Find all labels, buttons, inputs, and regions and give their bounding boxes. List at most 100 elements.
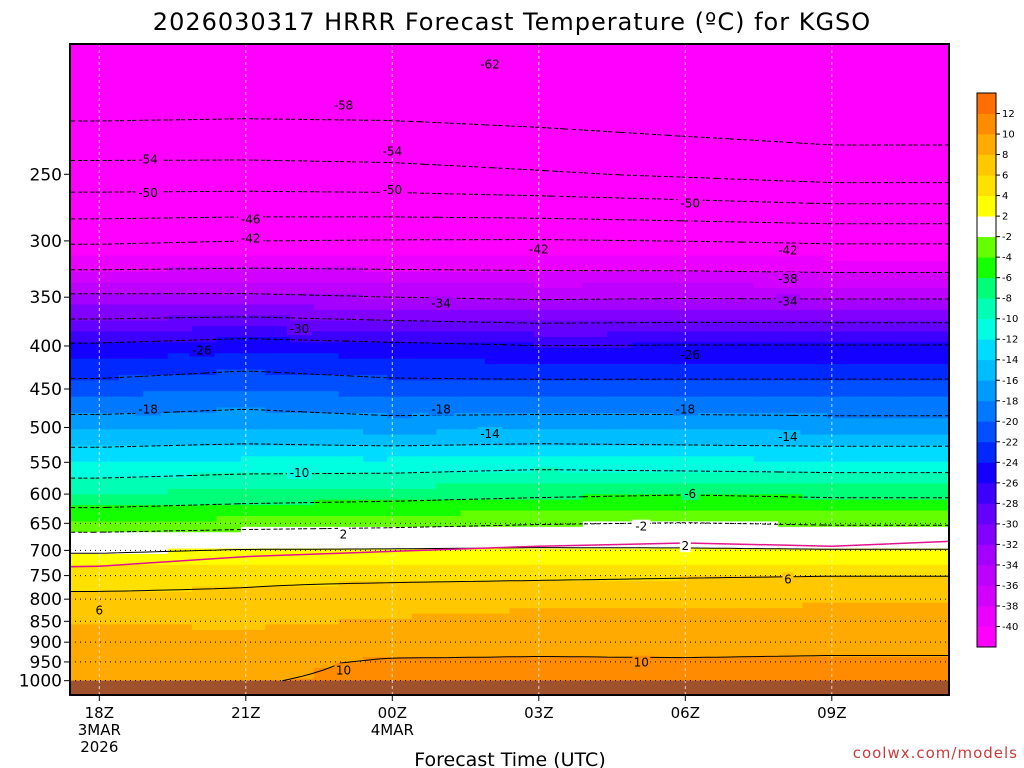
temperature-cell — [802, 385, 828, 392]
temperature-cell — [265, 92, 291, 99]
temperature-cell — [118, 288, 144, 295]
temperature-cell — [900, 76, 926, 83]
temperature-cell — [533, 624, 559, 631]
temperature-cell — [631, 244, 657, 251]
temperature-cell — [826, 347, 852, 354]
temperature-cell — [656, 141, 682, 148]
temperature-cell — [656, 147, 682, 154]
temperature-cell — [900, 44, 926, 51]
temperature-cell — [94, 293, 120, 300]
temperature-cell — [826, 412, 852, 419]
temperature-cell — [778, 526, 804, 533]
temperature-cell — [875, 564, 901, 571]
temperature-cell — [70, 261, 96, 268]
temperature-cell — [924, 467, 949, 474]
temperature-cell — [216, 331, 242, 338]
temperature-cell — [558, 570, 584, 577]
temperature-cell — [851, 130, 877, 137]
temperature-cell — [70, 331, 96, 338]
temperature-cell — [680, 450, 706, 457]
temperature-cell — [875, 440, 901, 447]
temperature-cell — [192, 304, 218, 311]
temperature-cell — [680, 331, 706, 338]
temperature-cell — [680, 250, 706, 257]
temperature-cell — [680, 510, 706, 517]
temperature-cell — [265, 445, 291, 452]
temperature-cell — [314, 109, 340, 116]
temperature-cell — [240, 244, 266, 251]
temperature-cell — [558, 81, 584, 88]
temperature-cell — [680, 548, 706, 555]
temperature-cell — [558, 472, 584, 479]
temperature-cell — [875, 662, 901, 669]
temperature-cell — [314, 526, 340, 533]
temperature-cell — [607, 532, 633, 539]
temperature-cell — [875, 201, 901, 208]
temperature-cell — [70, 179, 96, 186]
temperature-cell — [509, 266, 535, 273]
temperature-cell — [680, 608, 706, 615]
temperature-cell — [314, 195, 340, 202]
temperature-cell — [582, 130, 608, 137]
temperature-cell — [363, 239, 389, 246]
temperature-cell — [70, 190, 96, 197]
temperature-cell — [460, 374, 486, 381]
temperature-cell — [826, 478, 852, 485]
temperature-cell — [485, 526, 511, 533]
temperature-cell — [533, 472, 559, 479]
temperature-cell — [558, 374, 584, 381]
temperature-cell — [631, 217, 657, 224]
temperature-cell — [851, 60, 877, 67]
temperature-cell — [533, 223, 559, 230]
temperature-cell — [533, 266, 559, 273]
temperature-cell — [411, 157, 437, 164]
temperature-cell — [387, 261, 413, 268]
temperature-cell — [900, 212, 926, 219]
temperature-cell — [143, 608, 169, 615]
temperature-cell — [460, 157, 486, 164]
temperature-cell — [851, 461, 877, 468]
temperature-cell — [680, 81, 706, 88]
temperature-cell — [607, 255, 633, 262]
temperature-cell — [70, 575, 96, 582]
temperature-cell — [656, 81, 682, 88]
temperature-cell — [338, 429, 364, 436]
temperature-cell — [485, 266, 511, 273]
temperature-cell — [460, 255, 486, 262]
temperature-cell — [216, 147, 242, 154]
temperature-cell — [167, 515, 193, 522]
temperature-cell — [558, 619, 584, 626]
temperature-cell — [729, 136, 755, 143]
temperature-cell — [753, 472, 779, 479]
temperature-cell — [729, 49, 755, 56]
temperature-cell — [314, 640, 340, 647]
temperature-cell — [485, 651, 511, 658]
temperature-cell — [656, 174, 682, 181]
temperature-cell — [94, 315, 120, 322]
colorbar-tick-label: -30 — [1002, 519, 1018, 530]
temperature-cell — [192, 543, 218, 550]
temperature-cell — [802, 103, 828, 110]
temperature-cell — [656, 326, 682, 333]
temperature-cell — [875, 179, 901, 186]
credit-text[interactable]: coolwx.com/models — [853, 744, 1018, 762]
temperature-cell — [631, 271, 657, 278]
temperature-cell — [875, 195, 901, 202]
temperature-cell — [875, 185, 901, 192]
temperature-cell — [826, 336, 852, 343]
temperature-cell — [826, 559, 852, 566]
temperature-cell — [753, 228, 779, 235]
temperature-cell — [143, 353, 169, 360]
temperature-cell — [753, 60, 779, 67]
temperature-cell — [631, 119, 657, 126]
temperature-cell — [656, 369, 682, 376]
temperature-cell — [411, 244, 437, 251]
temperature-cell — [118, 434, 144, 441]
temperature-cell — [192, 657, 218, 664]
temperature-cell — [338, 304, 364, 311]
temperature-cell — [802, 402, 828, 409]
temperature-cell — [753, 92, 779, 99]
temperature-cell — [192, 71, 218, 78]
temperature-cell — [851, 553, 877, 560]
temperature-cell — [143, 201, 169, 208]
